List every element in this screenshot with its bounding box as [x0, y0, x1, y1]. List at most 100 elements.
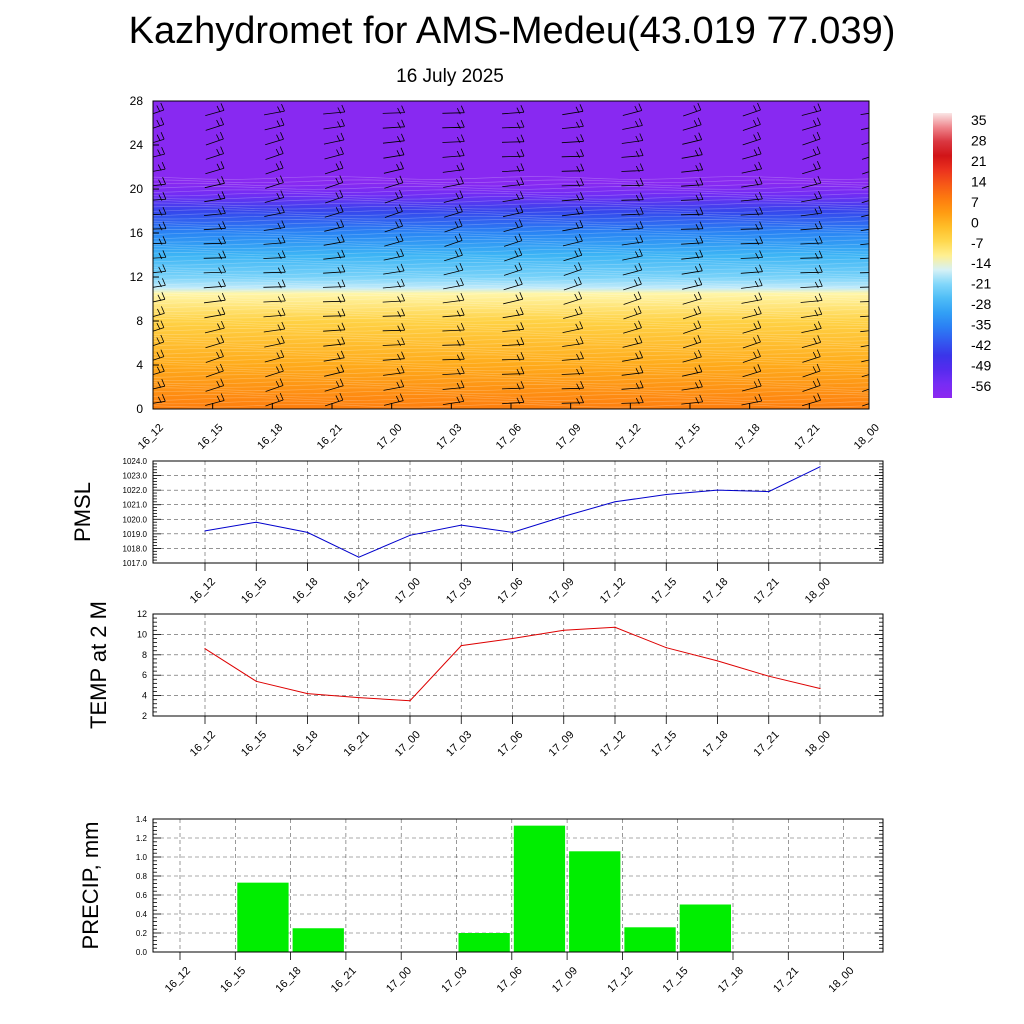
wind-barb	[382, 293, 405, 303]
wind-barb	[444, 204, 463, 218]
wind-barb	[861, 359, 869, 363]
pmsl-point	[204, 530, 206, 532]
wind-barb	[861, 127, 869, 131]
heatmap-x-tick-label: 17_03	[434, 422, 464, 452]
wind-barb	[324, 392, 344, 407]
wind-barb	[800, 250, 823, 260]
precip-x-tick-label: 17_06	[495, 965, 525, 995]
wind-barb	[443, 176, 464, 188]
wind-barb	[623, 276, 642, 291]
temp-y-tick-label: 8	[142, 650, 147, 660]
wind-barb	[682, 291, 702, 305]
wind-barb	[681, 235, 704, 245]
wind-barb	[443, 277, 464, 290]
pmsl-point	[665, 493, 667, 496]
wind-barb	[324, 219, 345, 232]
wind-barb	[859, 301, 869, 303]
temp-y-tick-label: 2	[142, 711, 147, 721]
wind-barb	[382, 351, 405, 361]
heatmap-x-tick-label: 16_21	[315, 422, 345, 452]
precip-x-tick-label: 17_00	[384, 965, 414, 995]
wind-barb	[263, 250, 286, 260]
wind-barb	[442, 337, 465, 347]
temp-point	[665, 647, 667, 649]
wind-barb	[501, 119, 525, 129]
wind-barb	[742, 334, 761, 349]
wind-barb	[382, 278, 405, 289]
wind-barb	[203, 206, 226, 216]
precip-y-tick-label: 0.0	[136, 948, 148, 957]
pmsl-x-tick-label: 17_18	[700, 576, 730, 606]
temp-point	[204, 648, 206, 650]
pmsl-x-tick-label: 16_18	[290, 576, 320, 606]
pmsl-y-tick-label: 1022.0	[123, 486, 148, 495]
precip-bar	[292, 928, 344, 952]
wind-barb	[682, 305, 702, 320]
wind-barb	[205, 363, 224, 378]
wind-barb	[682, 349, 702, 363]
wind-barb	[203, 264, 226, 274]
wind-barb	[680, 221, 704, 231]
wind-barb	[153, 161, 166, 172]
wind-barb	[203, 221, 226, 231]
wind-barb	[442, 292, 465, 304]
precip-y-axis-label: PRECIP, mm	[78, 822, 103, 950]
wind-barb	[621, 220, 644, 231]
wind-barb	[502, 105, 525, 115]
wind-barb	[682, 334, 702, 349]
wind-barb	[383, 248, 404, 261]
wind-barb	[324, 204, 344, 218]
temp-point	[511, 637, 514, 640]
wind-barb	[741, 176, 763, 188]
wind-barb	[740, 236, 764, 245]
pmsl-x-tick-label: 17_21	[752, 576, 782, 606]
wind-barb	[153, 320, 165, 332]
wind-barb	[862, 171, 869, 175]
wind-barb	[681, 147, 703, 159]
precip-bar	[458, 933, 510, 952]
wind-barb	[265, 392, 284, 407]
wind-barb	[383, 161, 404, 174]
heatmap-y-tick-label: 0	[136, 402, 143, 416]
wind-barb	[323, 104, 346, 115]
wind-barb	[205, 103, 225, 116]
colorbar-label: 35	[971, 112, 987, 128]
precip-frame	[152, 818, 884, 953]
wind-barb	[502, 322, 525, 333]
wind-barb	[501, 352, 525, 361]
precip-y-tick-label: 0.8	[136, 872, 148, 881]
wind-barb	[205, 335, 225, 349]
wind-barb	[264, 103, 285, 116]
wind-barb	[680, 207, 704, 216]
wind-barb	[325, 175, 344, 189]
temp-x-tick-label: 17_06	[495, 729, 525, 759]
heatmap-x-tick-label: 17_21	[792, 422, 822, 452]
temp-x-tick-label: 17_12	[598, 729, 628, 759]
wind-barb	[322, 279, 346, 289]
wind-barb	[263, 293, 286, 303]
wind-barb	[861, 200, 869, 204]
wind-barb	[801, 393, 821, 407]
colorbar-label: 28	[971, 132, 987, 148]
wind-barb	[502, 163, 525, 173]
wind-barb	[442, 148, 465, 158]
temp-x-tick-label: 17_09	[547, 729, 577, 759]
wind-barb	[503, 205, 524, 218]
wind-barb	[384, 393, 404, 406]
wind-barb	[861, 214, 869, 218]
precip-x-tick-label: 17_09	[550, 965, 580, 995]
wind-barb	[204, 176, 225, 189]
pmsl-y-tick-label: 1018.0	[123, 544, 148, 553]
wind-barb	[323, 118, 345, 130]
wind-barb	[861, 156, 869, 160]
colorbar-label: -21	[971, 276, 991, 292]
wind-barb	[503, 277, 523, 291]
pmsl-y-tick-label: 1021.0	[123, 501, 148, 510]
wind-barb	[802, 131, 821, 146]
wind-barb	[153, 146, 165, 158]
wind-barb	[741, 161, 762, 174]
temp-point	[358, 697, 360, 699]
wind-barb	[444, 233, 463, 247]
heatmap-y-tick-label: 28	[130, 94, 144, 108]
wind-barb	[153, 379, 166, 390]
